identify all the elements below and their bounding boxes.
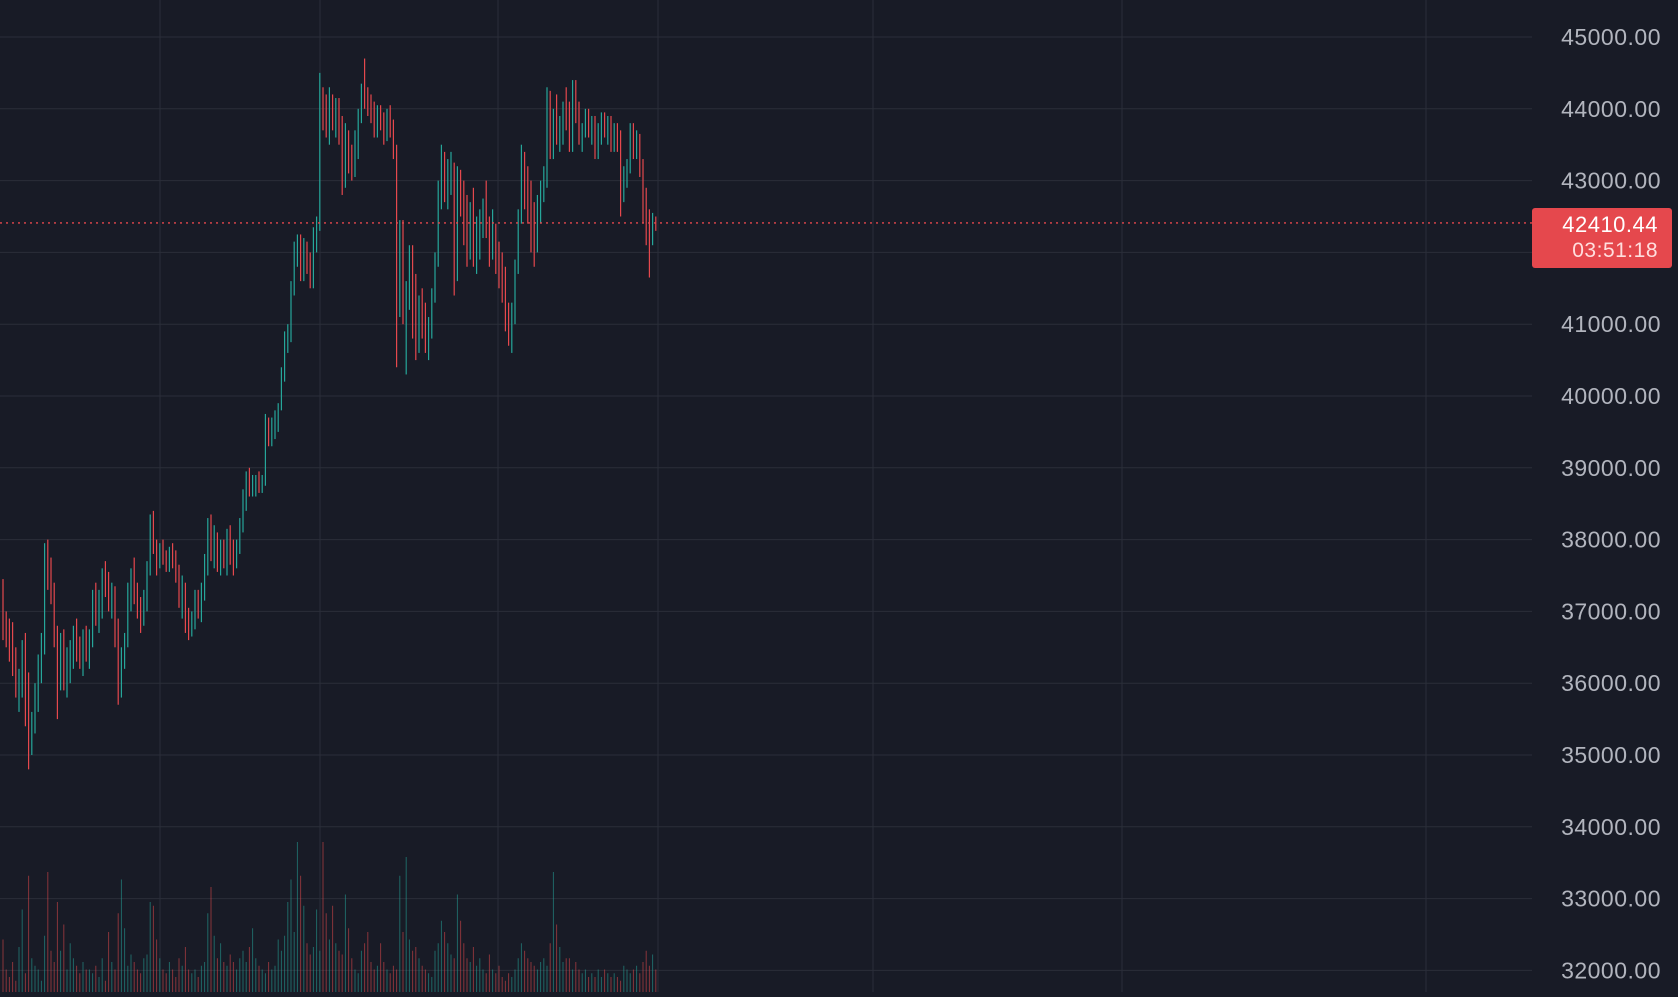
price-axis-tick-label: 32000.00 [1561,957,1661,983]
price-axis-tick-label: 35000.00 [1561,742,1661,768]
price-axis-tick-label: 34000.00 [1561,814,1661,840]
candle-countdown-label: 03:51:18 [1572,239,1658,262]
current-price-badge: 42410.44 03:51:18 [1532,208,1672,268]
price-axis-tick-label: 43000.00 [1561,168,1661,194]
volume-bars [2,842,657,992]
price-axis-tick-label: 37000.00 [1561,598,1661,624]
price-axis-tick-label: 41000.00 [1561,311,1661,337]
price-axis-tick-label: 40000.00 [1561,383,1661,409]
price-axis-tick-label: 38000.00 [1561,527,1661,553]
price-axis-tick-label: 33000.00 [1561,886,1661,912]
current-price-label: 42410.44 [1562,212,1658,237]
candles [2,58,657,770]
price-axis-tick-label: 45000.00 [1561,24,1661,50]
price-axis-tick-label: 39000.00 [1561,455,1661,481]
price-axis-tick-label: 36000.00 [1561,670,1661,696]
price-axis-tick-label: 44000.00 [1561,96,1661,122]
grid-lines [0,0,1532,992]
price-axis[interactable]: 45000.00 44000.00 43000.00 41000.00 40000.00… [1561,24,1661,983]
